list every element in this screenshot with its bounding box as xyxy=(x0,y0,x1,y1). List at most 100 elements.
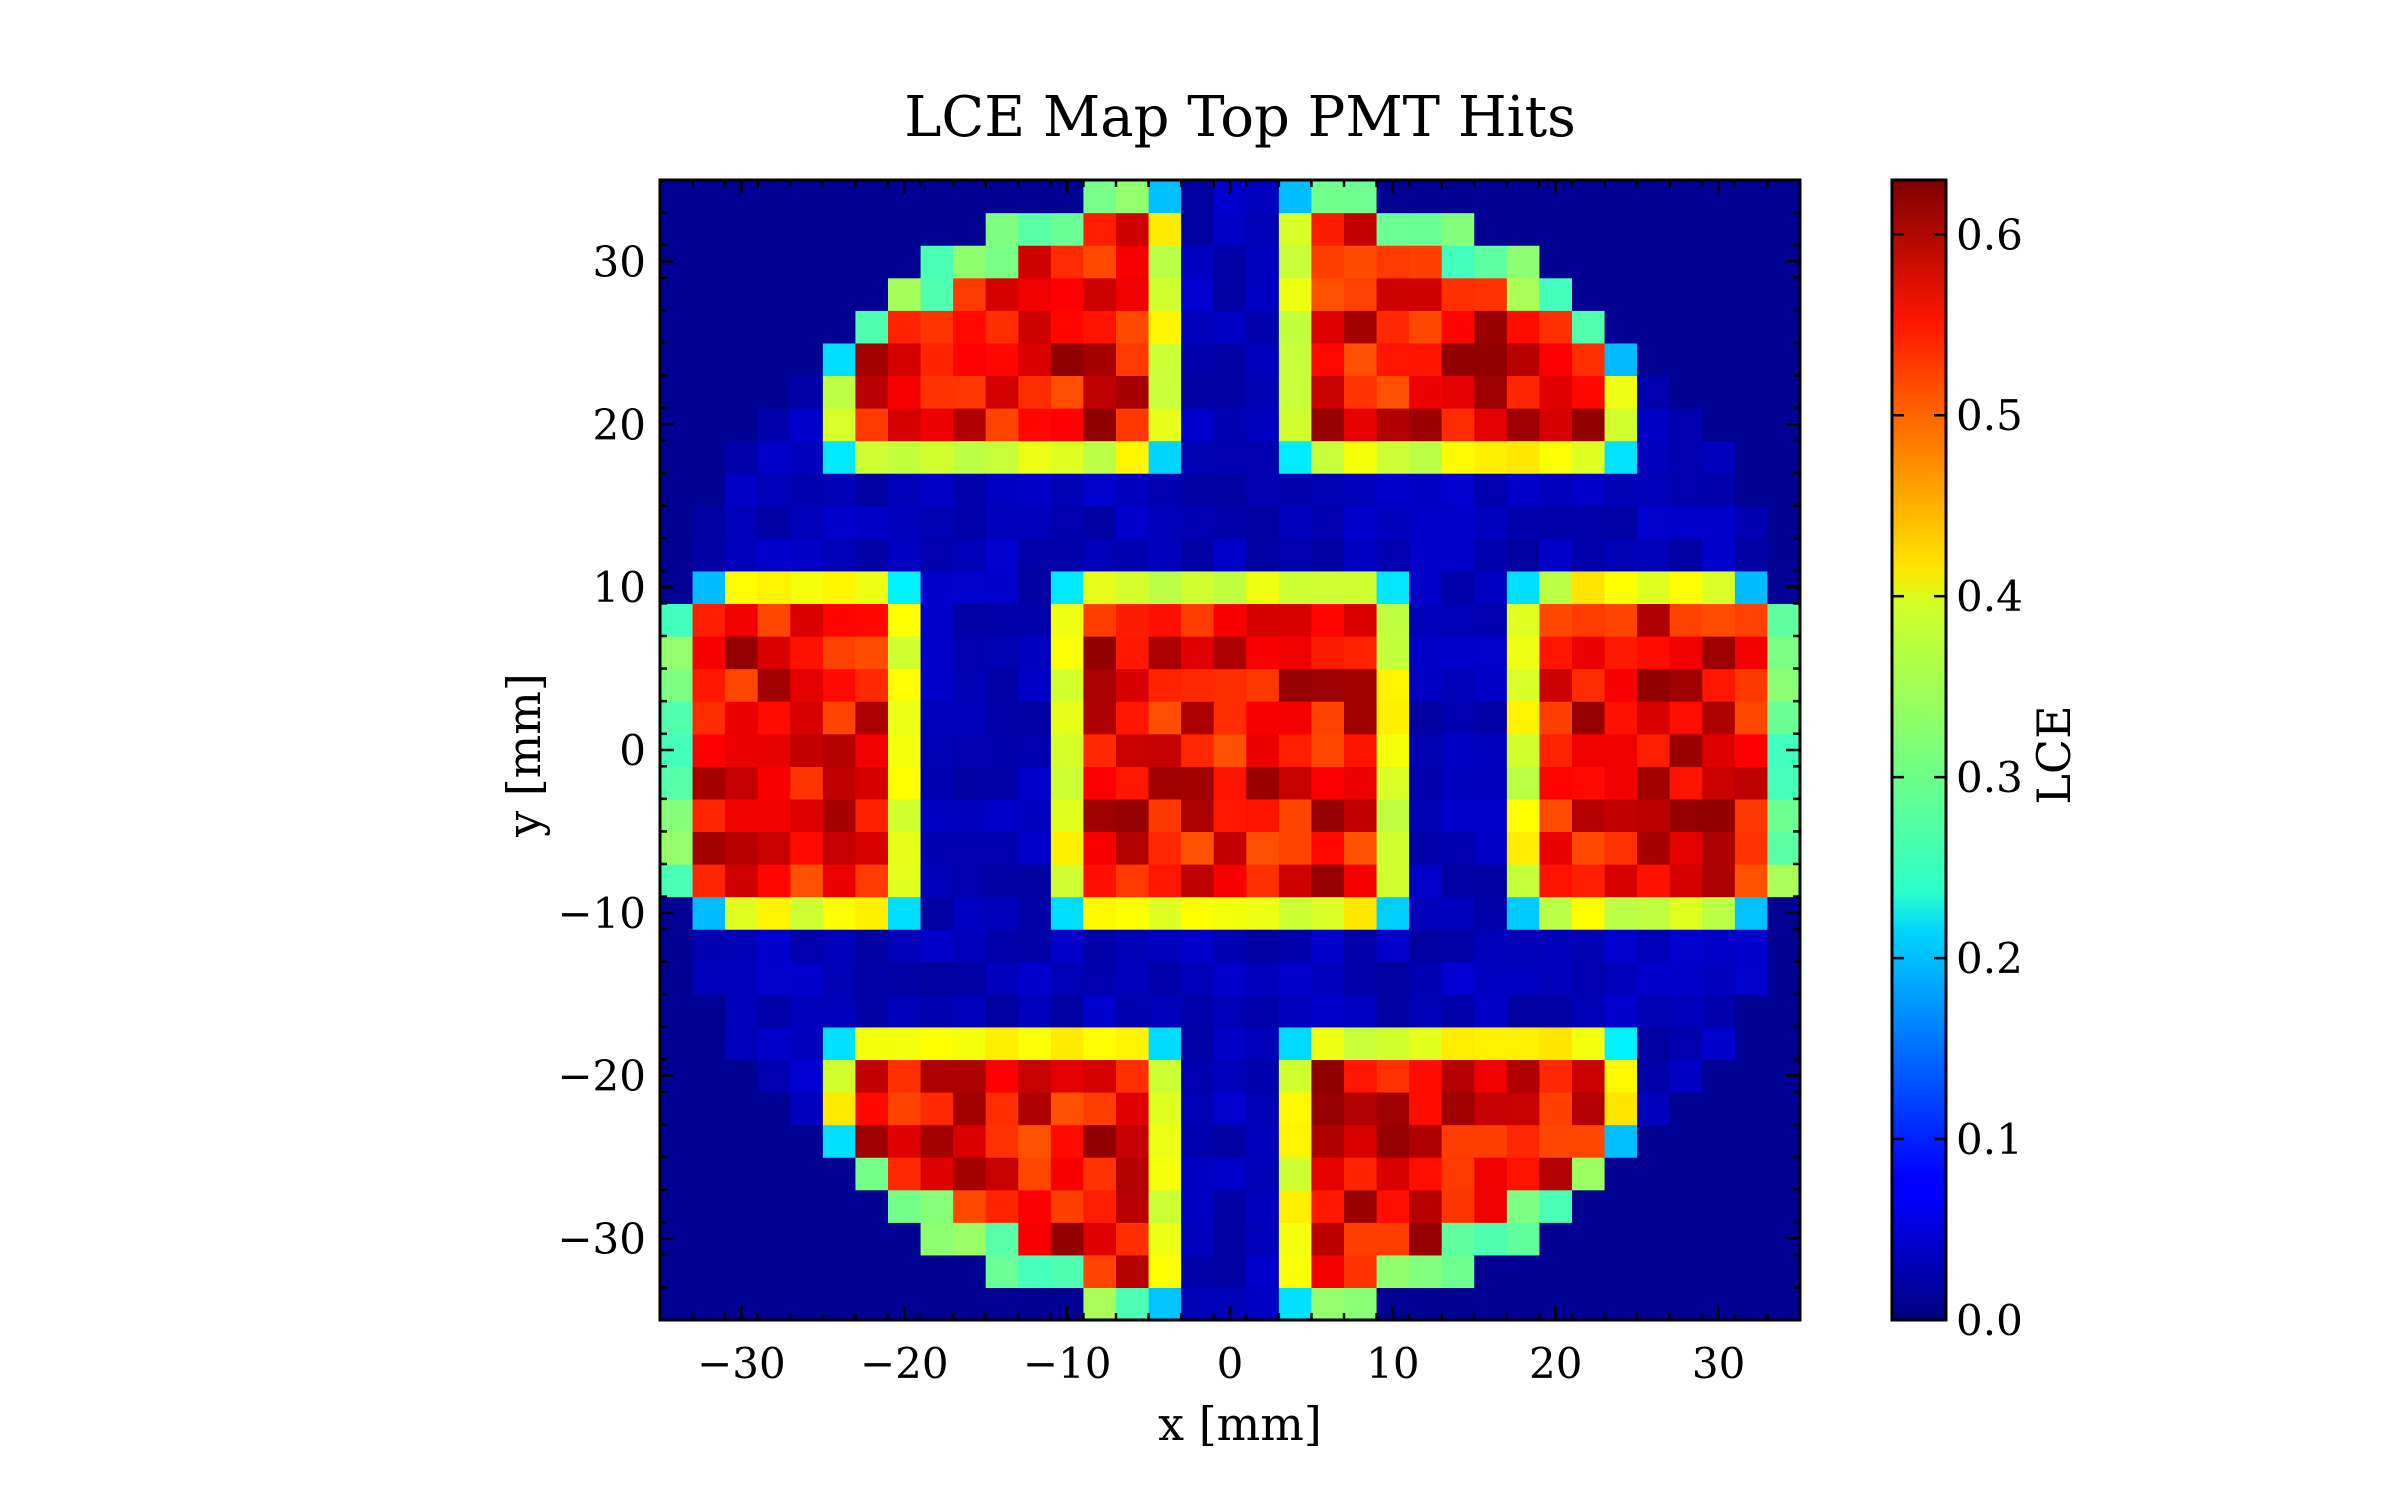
heatmap-cell xyxy=(1669,1254,1703,1289)
heatmap-cell xyxy=(822,831,857,865)
heatmap-cell xyxy=(1506,1222,1541,1256)
heatmap-cell xyxy=(1474,961,1508,995)
heatmap-cell xyxy=(888,538,922,572)
heatmap-cell xyxy=(855,310,889,344)
heatmap-cell xyxy=(1441,1026,1475,1061)
heatmap-cell xyxy=(1246,505,1280,539)
heatmap-cell xyxy=(855,1157,889,1191)
heatmap-cell xyxy=(1506,408,1541,442)
heatmap-cell xyxy=(1083,538,1117,572)
heatmap-cell xyxy=(1734,864,1769,898)
heatmap-cell xyxy=(1116,636,1150,670)
heatmap-cell xyxy=(1213,1124,1247,1158)
x-tick-label: −20 xyxy=(860,1339,949,1388)
heatmap-cell xyxy=(888,342,922,377)
heatmap-cell xyxy=(692,701,726,735)
heatmap-cell xyxy=(1734,766,1769,800)
heatmap-cell xyxy=(1246,375,1280,409)
heatmap-cell xyxy=(1409,473,1443,507)
heatmap-cell xyxy=(1246,473,1280,507)
heatmap-cell xyxy=(888,766,922,800)
heatmap-cell xyxy=(1734,636,1769,670)
heatmap-cell xyxy=(1246,440,1280,474)
heatmap-cell xyxy=(660,180,694,214)
heatmap-cell xyxy=(1669,212,1703,246)
heatmap-cell xyxy=(1344,1157,1378,1191)
heatmap-cell xyxy=(888,440,922,474)
heatmap-cell xyxy=(692,896,726,930)
heatmap-cell xyxy=(888,570,922,605)
heatmap-cell xyxy=(1506,1124,1541,1158)
heatmap-cell xyxy=(822,603,857,637)
heatmap-cell xyxy=(1441,929,1475,963)
heatmap-cell xyxy=(1018,277,1052,311)
heatmap-cell xyxy=(1018,864,1052,898)
heatmap-cell xyxy=(1148,245,1182,279)
heatmap-cell xyxy=(1409,1189,1443,1223)
heatmap-cell xyxy=(1474,180,1508,214)
heatmap-cell xyxy=(1604,733,1638,767)
heatmap-cell xyxy=(953,961,987,995)
heatmap-cell xyxy=(1181,342,1215,377)
heatmap-cell xyxy=(660,766,694,800)
heatmap-cell xyxy=(1213,1157,1247,1191)
heatmap-cell xyxy=(1441,310,1475,344)
heatmap-cell xyxy=(1637,701,1671,735)
heatmap-cell xyxy=(692,1222,726,1256)
heatmap-cell xyxy=(1734,212,1769,246)
heatmap-cell xyxy=(1474,864,1508,898)
heatmap-cell xyxy=(790,668,824,702)
heatmap-cell xyxy=(920,831,954,865)
heatmap-cell xyxy=(1246,798,1280,833)
heatmap-cell xyxy=(1278,212,1313,246)
heatmap-cell xyxy=(725,961,759,995)
colorbar-tick-label: 0.1 xyxy=(1956,1115,2023,1164)
heatmap-cell xyxy=(1669,636,1703,670)
heatmap-cell xyxy=(1018,212,1052,246)
heatmap-cell xyxy=(1572,212,1606,246)
heatmap-cell xyxy=(1083,1059,1117,1093)
heatmap-cell xyxy=(888,1189,922,1223)
heatmap-cell xyxy=(822,440,857,474)
heatmap-cell xyxy=(1246,831,1280,865)
y-tick-label: −20 xyxy=(557,1052,646,1101)
heatmap-cell xyxy=(1767,668,1801,702)
heatmap-cell xyxy=(1148,375,1182,409)
heatmap-cell xyxy=(1702,1059,1736,1093)
heatmap-cell xyxy=(953,310,987,344)
heatmap-cell xyxy=(1409,538,1443,572)
heatmap-cell xyxy=(1441,701,1475,735)
heatmap-cell xyxy=(790,864,824,898)
heatmap-cell xyxy=(1474,929,1508,963)
heatmap-cell xyxy=(1116,1059,1150,1093)
heatmap-cell xyxy=(1278,603,1313,637)
heatmap-cell xyxy=(1702,831,1736,865)
heatmap-cell xyxy=(1669,245,1703,279)
heatmap-cell xyxy=(888,245,922,279)
heatmap-cell xyxy=(1213,570,1247,605)
heatmap-cell xyxy=(920,473,954,507)
heatmap-cell xyxy=(1018,570,1052,605)
heatmap-cell xyxy=(1637,310,1671,344)
heatmap-cell xyxy=(1311,440,1345,474)
heatmap-cell xyxy=(1376,1124,1410,1158)
heatmap-cell xyxy=(1376,505,1410,539)
heatmap-cell xyxy=(1474,505,1508,539)
heatmap-cell xyxy=(1506,831,1541,865)
heatmap-cell xyxy=(1702,212,1736,246)
heatmap-cell xyxy=(1083,1222,1117,1256)
heatmap-cell xyxy=(953,277,987,311)
heatmap-cell xyxy=(757,473,791,507)
heatmap-cell xyxy=(725,1092,759,1126)
heatmap-cell xyxy=(1181,831,1215,865)
heatmap-cell xyxy=(1637,570,1671,605)
heatmap-cell xyxy=(1409,1124,1443,1158)
heatmap-cell xyxy=(1702,733,1736,767)
heatmap-cell xyxy=(1213,1059,1247,1093)
heatmap-cell xyxy=(1116,180,1150,214)
heatmap-cell xyxy=(1506,342,1541,377)
heatmap-cell xyxy=(985,896,1019,930)
heatmap-cell xyxy=(953,603,987,637)
heatmap-cell xyxy=(1702,538,1736,572)
heatmap-cell xyxy=(1213,896,1247,930)
